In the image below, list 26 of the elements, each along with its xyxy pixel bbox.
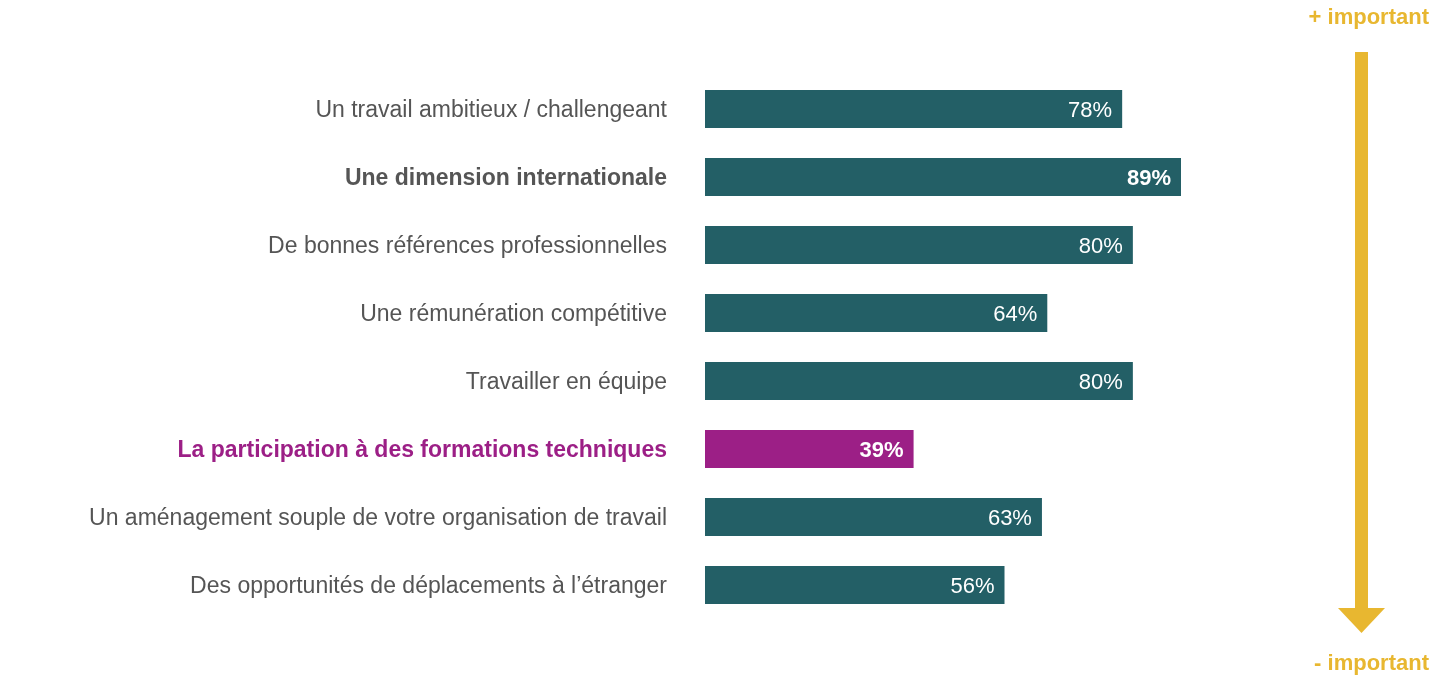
text: - important [1314, 650, 1429, 676]
bar [705, 497, 1042, 536]
bar [705, 429, 914, 468]
data-label: 63% [987, 504, 1032, 530]
text: + important [1308, 4, 1429, 30]
data-label: 89% [1126, 164, 1171, 190]
data-label: 80% [1078, 232, 1123, 258]
bar [705, 89, 1123, 128]
y-tick-label: Un aménagement souple de votre organisation de travail [89, 504, 667, 530]
bar [705, 293, 1048, 332]
y-tick-label: Travailler en équipe [465, 368, 667, 394]
y-tick-label: Des opportunités de déplacements à l’étranger [190, 572, 668, 598]
y-tick-label: Un travail ambitieux / challengeant [315, 96, 668, 122]
bar [705, 157, 1181, 196]
data-label: 64% [993, 300, 1038, 326]
y-tick-label: De bonnes références professionnelles [268, 232, 667, 258]
data-label: 56% [950, 572, 995, 598]
bar [705, 225, 1133, 264]
y-tick-label: Une dimension internationale [344, 164, 667, 190]
y-tick-label: La participation à des formations techniques [177, 436, 667, 462]
bar [705, 565, 1005, 604]
data-label: 80% [1078, 368, 1123, 394]
data-label: 39% [859, 436, 904, 462]
data-label: 78% [1068, 96, 1113, 122]
bar [705, 361, 1133, 400]
y-tick-label: Une rémunération compétitive [360, 300, 667, 326]
